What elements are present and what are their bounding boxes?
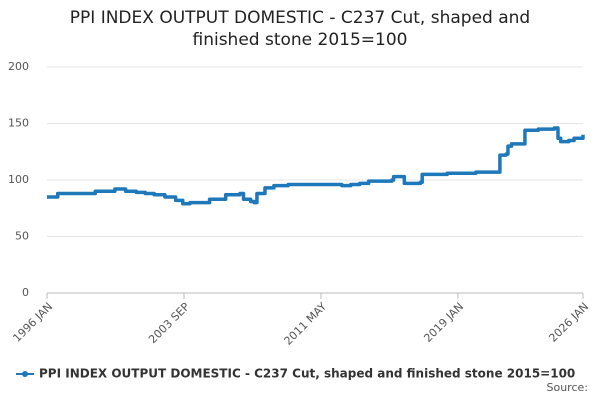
legend-marker	[22, 371, 28, 377]
y-tick-label: 0	[22, 286, 29, 299]
x-tick-label: 1996 JAN	[10, 300, 55, 345]
x-tick-label: 2026 JAN	[546, 300, 591, 345]
series-line	[47, 126, 585, 206]
source: Source:	[547, 381, 589, 394]
chart-title: PPI INDEX OUTPUT DOMESTIC - C237 Cut, sh…	[70, 8, 530, 50]
y-tick-label: 150	[8, 117, 29, 130]
legend-label: PPI INDEX OUTPUT DOMESTIC - C237 Cut, sh…	[39, 367, 575, 381]
x-tick-label: 2003 SEP	[146, 300, 192, 346]
x-tick-label: 2011 MAY	[282, 300, 330, 348]
y-tick-label: 200	[8, 60, 29, 73]
x-tick-label: 2019 JAN	[421, 300, 466, 345]
y-tick-label: 50	[15, 230, 29, 243]
y-tick-label: 100	[8, 173, 29, 186]
